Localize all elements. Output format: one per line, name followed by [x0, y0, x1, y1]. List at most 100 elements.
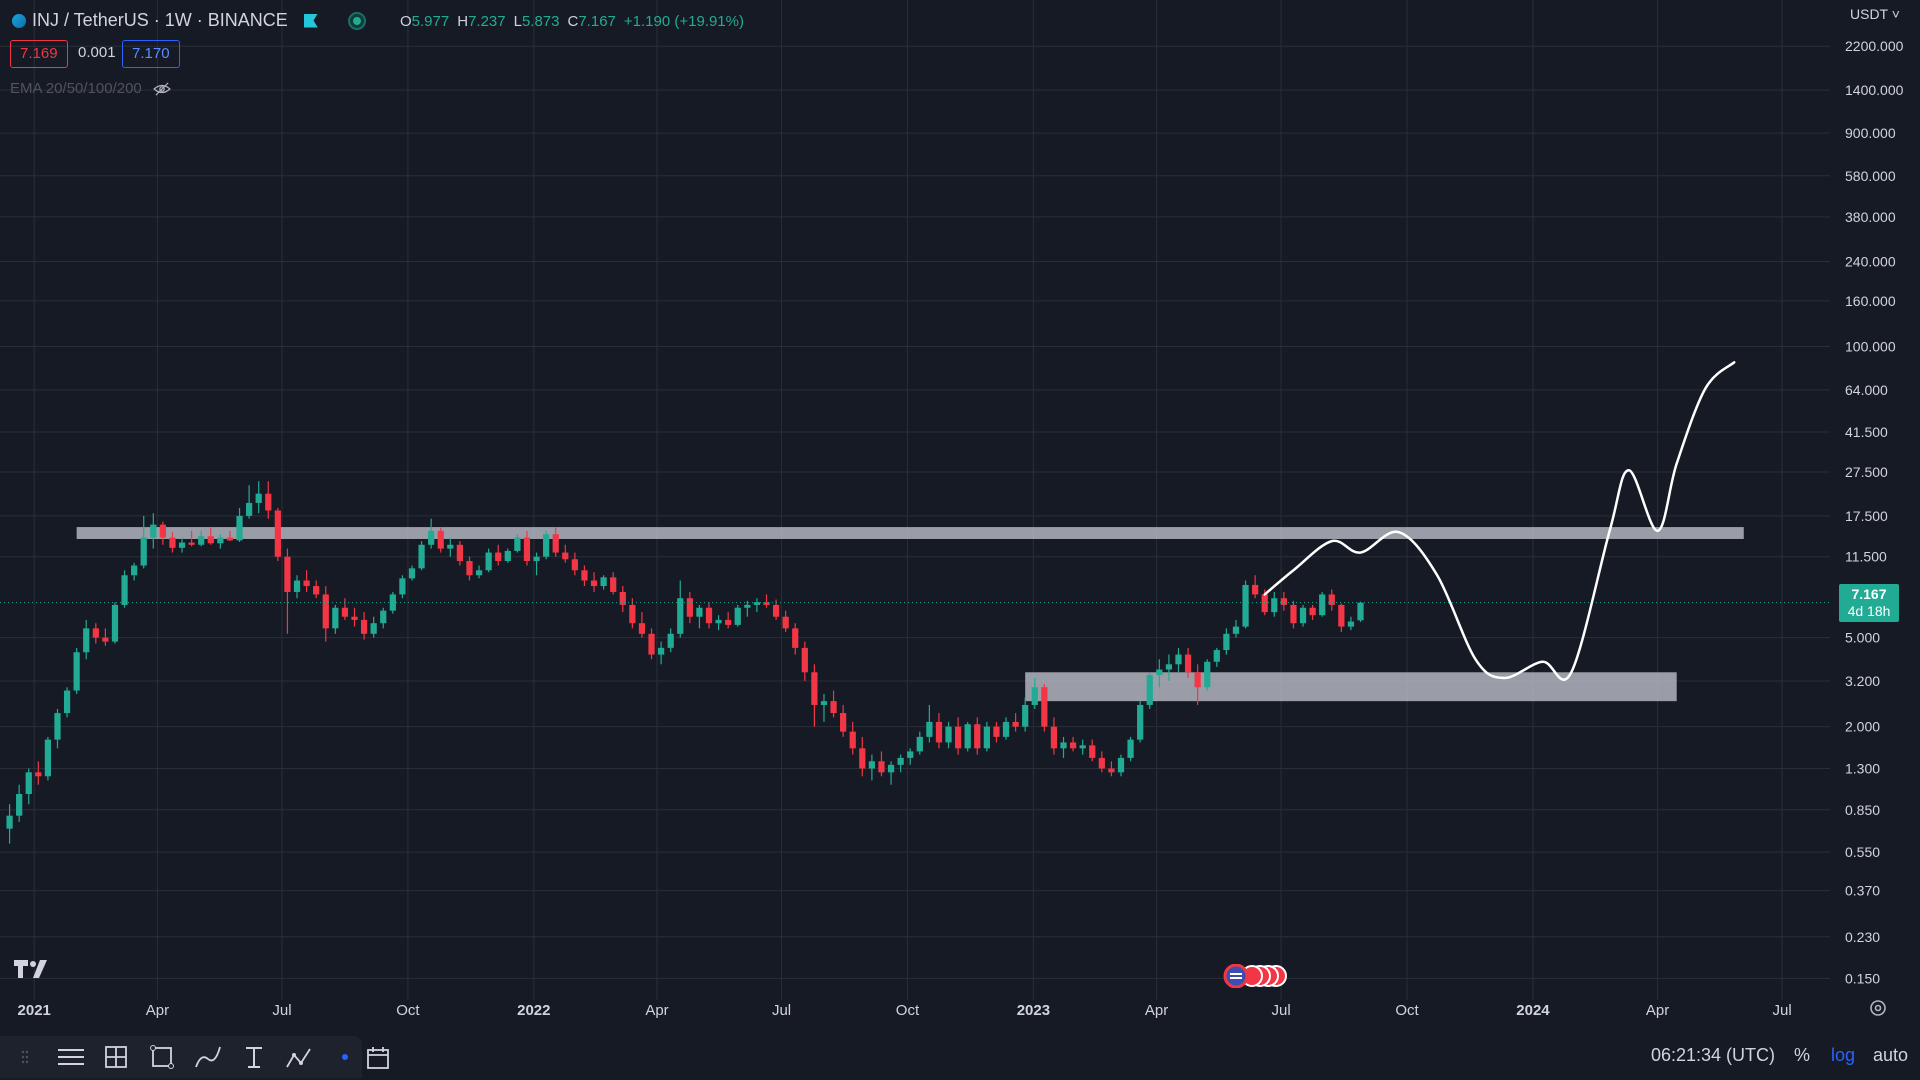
- economic-events-icon[interactable]: [1222, 963, 1290, 989]
- hidden-eye-icon[interactable]: [152, 81, 172, 96]
- brush-tool-icon[interactable]: [191, 1039, 225, 1075]
- time-axis[interactable]: 2021 Apr Jul Oct 2022 Apr Jul Oct 2023 Apr Jul Oct 2…: [18, 1002, 1792, 1019]
- candle-body: [217, 537, 224, 544]
- candle-body: [1089, 745, 1096, 758]
- time-tick-label: Jul: [272, 1002, 291, 1019]
- candle-body: [399, 578, 406, 595]
- active-tool-dot-icon[interactable]: [328, 1039, 362, 1075]
- chart-canvas[interactable]: 2200.000 1400.000 900.000 580.000 380.000 240…: [0, 0, 1920, 1036]
- candle-body: [1012, 721, 1019, 727]
- candle-body: [763, 602, 770, 605]
- price-tick-label: 380.000: [1845, 209, 1896, 225]
- candle-body: [236, 515, 243, 541]
- utc-clock[interactable]: 06:21:34 (UTC): [1650, 1045, 1775, 1065]
- flag-icon[interactable]: [303, 13, 318, 28]
- auto-scale-toggle[interactable]: auto: [1872, 1045, 1908, 1065]
- candle-body: [667, 633, 674, 648]
- price-tick-label: 240.000: [1845, 253, 1896, 269]
- candle-body: [523, 537, 531, 562]
- candle-body: [1050, 726, 1058, 749]
- currency-label[interactable]: USDT: [1850, 6, 1888, 22]
- time-tick-label: 2023: [1017, 1002, 1050, 1019]
- tv-logo-icon: [14, 960, 47, 978]
- indicator-label[interactable]: EMA 20/50/100/200: [10, 80, 142, 97]
- candle-body: [801, 647, 808, 673]
- candle-body: [1290, 604, 1297, 624]
- candle-body: [121, 575, 128, 605]
- settings-gear-icon[interactable]: [1868, 998, 1888, 1018]
- candle-body: [1204, 661, 1211, 688]
- injective-coin-icon: [12, 13, 26, 28]
- grip-icon[interactable]: [8, 1039, 42, 1075]
- candle-body: [1031, 687, 1038, 705]
- candle-body: [811, 672, 818, 705]
- calendar-icon[interactable]: [360, 1040, 396, 1076]
- bar-countdown: 4d 18h: [1847, 602, 1891, 619]
- candle-body: [198, 536, 205, 545]
- rectangle-tool-icon[interactable]: [145, 1039, 179, 1075]
- price-tick-label: 1.300: [1845, 761, 1880, 777]
- candle-body: [514, 537, 521, 551]
- candle-body: [562, 552, 569, 560]
- candle-body: [1309, 607, 1316, 616]
- time-tick-label: Oct: [896, 1002, 920, 1019]
- price-axis[interactable]: 2200.000 1400.000 900.000 580.000 380.000 240…: [1845, 38, 1904, 986]
- candle-body: [418, 544, 425, 569]
- time-tick-label: Apr: [645, 1002, 668, 1019]
- candle-body: [25, 772, 32, 794]
- candle-body: [360, 619, 368, 634]
- candle-body: [428, 530, 435, 545]
- pattern-tool-icon[interactable]: [283, 1039, 317, 1075]
- projection-drawing[interactable]: [1263, 361, 1736, 681]
- candle-body: [629, 604, 636, 624]
- price-tick-label: 1400.000: [1845, 82, 1904, 98]
- buy-price-button[interactable]: 7.170: [122, 40, 180, 68]
- candle-body: [696, 607, 703, 617]
- log-scale-toggle[interactable]: log: [1830, 1045, 1855, 1065]
- price-tick-label: 11.500: [1845, 549, 1887, 565]
- sell-price-button[interactable]: 7.169: [10, 40, 68, 68]
- close-label: C: [567, 13, 579, 30]
- change-value: +1.190 (+19.91%): [623, 13, 744, 30]
- candle-body: [73, 652, 80, 691]
- candle-body: [207, 536, 214, 544]
- price-tick-label: 100.000: [1845, 339, 1896, 355]
- candle-body: [1156, 669, 1163, 676]
- lines-tool-icon[interactable]: [54, 1039, 88, 1075]
- price-tick-label: 0.230: [1845, 929, 1880, 945]
- candle-body: [1069, 742, 1077, 749]
- fib-tool-icon[interactable]: [100, 1039, 134, 1075]
- candle-body: [686, 598, 693, 617]
- spread-value: 0.001: [78, 44, 116, 61]
- text-tool-icon[interactable]: [237, 1039, 271, 1075]
- candle-body: [54, 713, 61, 740]
- price-tick-label: 900.000: [1845, 125, 1896, 141]
- price-tick-label: 0.850: [1845, 802, 1880, 818]
- candle-body: [533, 556, 540, 562]
- candle-body: [1060, 742, 1067, 749]
- market-status-icon[interactable]: [347, 11, 366, 30]
- tradingview-logo[interactable]: [14, 955, 54, 987]
- candle-body: [916, 736, 923, 752]
- candle-body: [792, 628, 799, 648]
- candle-body: [974, 724, 981, 749]
- time-tick-label: Apr: [146, 1002, 169, 1019]
- time-tick-label: Apr: [1646, 1002, 1669, 1019]
- candle-body: [303, 580, 310, 587]
- candle-body: [1022, 704, 1029, 727]
- candle-body: [1175, 654, 1182, 665]
- candle-body: [543, 534, 550, 557]
- candle-body: [571, 559, 578, 571]
- open-label: O: [400, 13, 412, 30]
- currency-selector[interactable]: USDT ˅: [1850, 6, 1900, 22]
- indicator-legend[interactable]: EMA 20/50/100/200: [10, 80, 172, 97]
- candle-body: [255, 493, 262, 503]
- zone-rect[interactable]: [1025, 672, 1677, 702]
- zone-rect[interactable]: [76, 527, 1744, 539]
- percent-scale-toggle[interactable]: %: [1793, 1045, 1810, 1065]
- symbol-title[interactable]: INJ / TetherUS · 1W · BINANCE: [12, 10, 366, 31]
- candle-body: [782, 616, 789, 629]
- symbol-label[interactable]: INJ / TetherUS · 1W · BINANCE: [32, 10, 288, 30]
- candle-body: [744, 604, 751, 608]
- candle-body: [1319, 594, 1326, 616]
